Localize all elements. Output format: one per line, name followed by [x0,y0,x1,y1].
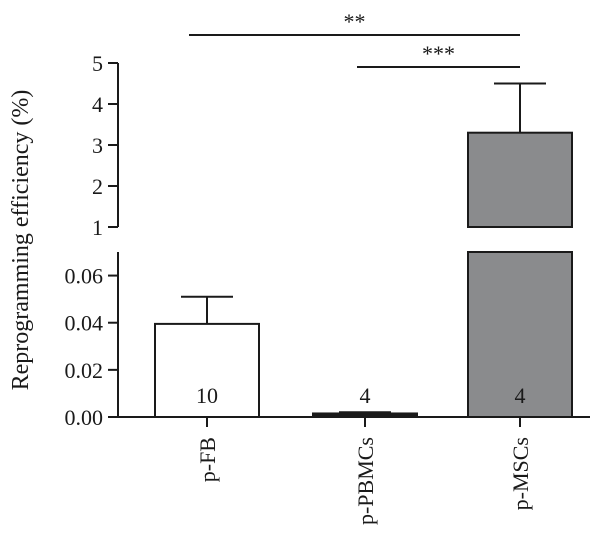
x-tick-label: p-FB [195,437,220,482]
x-tick-label: p-PBMCs [353,437,378,525]
y-tick-label-upper: 3 [92,133,103,158]
bar-layer [154,82,573,419]
bar-n-label: 4 [515,383,526,408]
y-tick-label-lower: 0.00 [65,405,104,430]
significance-label: ** [344,9,366,34]
y-tick-label-lower: 0.02 [65,358,104,383]
significance-label: *** [422,41,455,66]
bar-lower-part [467,251,573,418]
y-tick-label-upper: 5 [92,51,103,76]
bar-n-label: 10 [196,383,218,408]
y-tick-label-lower: 0.04 [65,311,104,336]
y-tick-label-upper: 2 [92,174,103,199]
label-layer: 0.00 0.02 0.04 0.06 1 2 3 4 5 10 4 4 p-FB p-PBMCs p-MS… [65,9,534,525]
y-tick-label-upper: 4 [92,92,103,117]
y-tick-label-lower: 0.06 [65,264,104,289]
bar-n-label: 4 [360,383,371,408]
bar [154,322,260,418]
significance-layer [189,34,520,68]
bar [312,412,418,419]
bar-upper-part [467,131,573,228]
x-tick-label: p-MSCs [508,437,533,510]
y-tick-label-upper: 1 [92,215,103,240]
y-axis-label: Reprogramming efficiency (%) [8,90,34,391]
